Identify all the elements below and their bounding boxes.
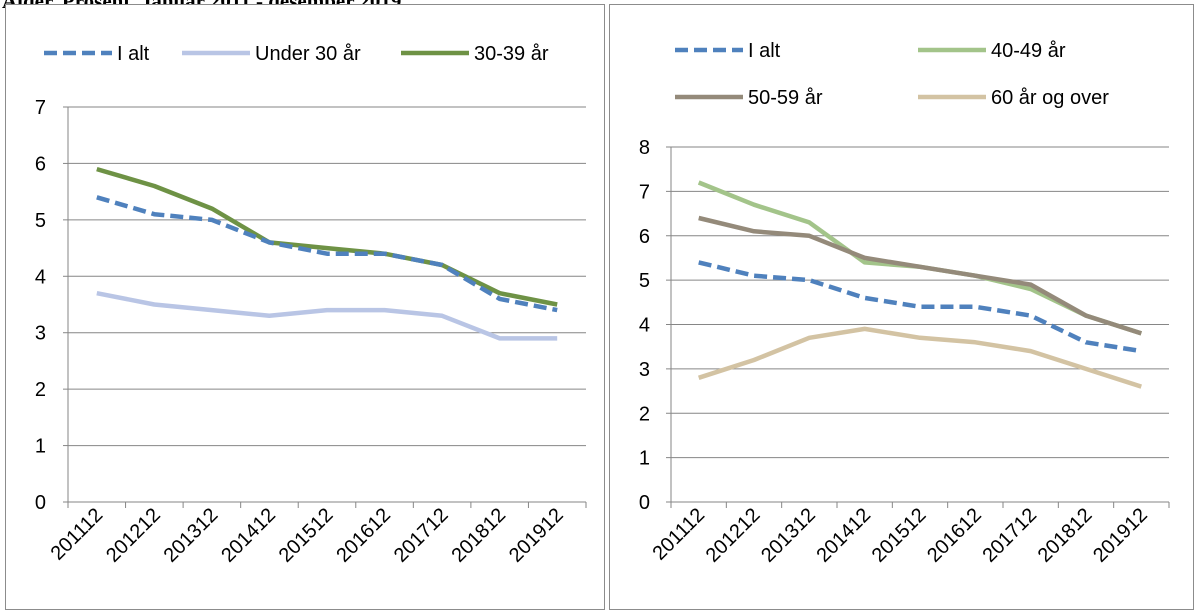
x-tick-label: 201912 xyxy=(505,504,568,567)
line-chart-right: 0123456782011122012122013122014122015122… xyxy=(639,40,1170,567)
y-tick-label: 1 xyxy=(35,436,46,458)
legend-label: I alt xyxy=(117,43,150,65)
x-tick-label: 201612 xyxy=(332,504,395,567)
x-tick-label: 201212 xyxy=(102,504,165,567)
x-tick-label: 201112 xyxy=(649,504,710,565)
x-tick-label: 201112 xyxy=(47,504,108,565)
chart-panel-left: 0 1 2 3 4 5 6 7 201112 201212 201312 201412 201512 20… xyxy=(5,4,605,610)
x-tick-label: 201812 xyxy=(447,504,510,567)
y-tick-label: 5 xyxy=(35,210,46,232)
y-tick-label: 5 xyxy=(639,270,650,292)
chart-panel-right: 0 1 2 3 4 5 6 7 8 201112 201212 201312 201412 201512 2… xyxy=(609,4,1194,610)
x-tick-label: 201512 xyxy=(868,504,931,567)
y-tick-label: 4 xyxy=(35,266,46,288)
legend-label: Under 30 år xyxy=(255,43,361,65)
series-line-1 xyxy=(96,290,558,341)
x-tick-label: 201712 xyxy=(390,504,453,567)
x-tick-label: 201612 xyxy=(923,504,986,567)
x-tick-label: 201312 xyxy=(757,504,820,567)
x-tick-label: 201512 xyxy=(275,504,338,567)
x-tick-label: 201412 xyxy=(812,504,875,567)
legend-label: 30-39 år xyxy=(474,43,549,65)
y-tick-label: 0 xyxy=(639,492,650,514)
legend-label: 40-49 år xyxy=(991,40,1066,62)
x-tick-label: 201712 xyxy=(978,504,1041,567)
series-line-2 xyxy=(698,215,1142,336)
legend-label: 60 år og over xyxy=(991,87,1109,109)
y-tick-label: 3 xyxy=(639,359,650,381)
y-tick-label: 6 xyxy=(35,153,46,175)
y-tick-label: 0 xyxy=(35,492,46,514)
y-tick-label: 3 xyxy=(35,323,46,345)
y-tick-label: 6 xyxy=(639,226,650,248)
x-tick-label: 201912 xyxy=(1089,504,1152,567)
x-tick-label: 201812 xyxy=(1034,504,1097,567)
x-tick-label: 201312 xyxy=(160,504,223,567)
x-tick-label: 201412 xyxy=(217,504,280,567)
y-tick-label: 4 xyxy=(639,315,650,337)
panel-divider xyxy=(605,4,609,610)
y-tick-label: 7 xyxy=(639,181,650,203)
series-line-3 xyxy=(698,326,1142,389)
y-tick-label: 2 xyxy=(35,379,46,401)
legend-label: 50-59 år xyxy=(748,87,823,109)
y-tick-label: 2 xyxy=(639,403,650,425)
legend-label: I alt xyxy=(748,40,781,62)
y-tick-label: 7 xyxy=(35,97,46,119)
y-tick-label: 8 xyxy=(639,137,650,159)
series-line-2 xyxy=(96,166,558,307)
series-line-0 xyxy=(96,195,558,313)
x-tick-label: 201212 xyxy=(702,504,765,567)
y-tick-label: 1 xyxy=(639,448,650,470)
line-chart-left: 0123456720111220121220131220141220151220… xyxy=(35,43,587,567)
